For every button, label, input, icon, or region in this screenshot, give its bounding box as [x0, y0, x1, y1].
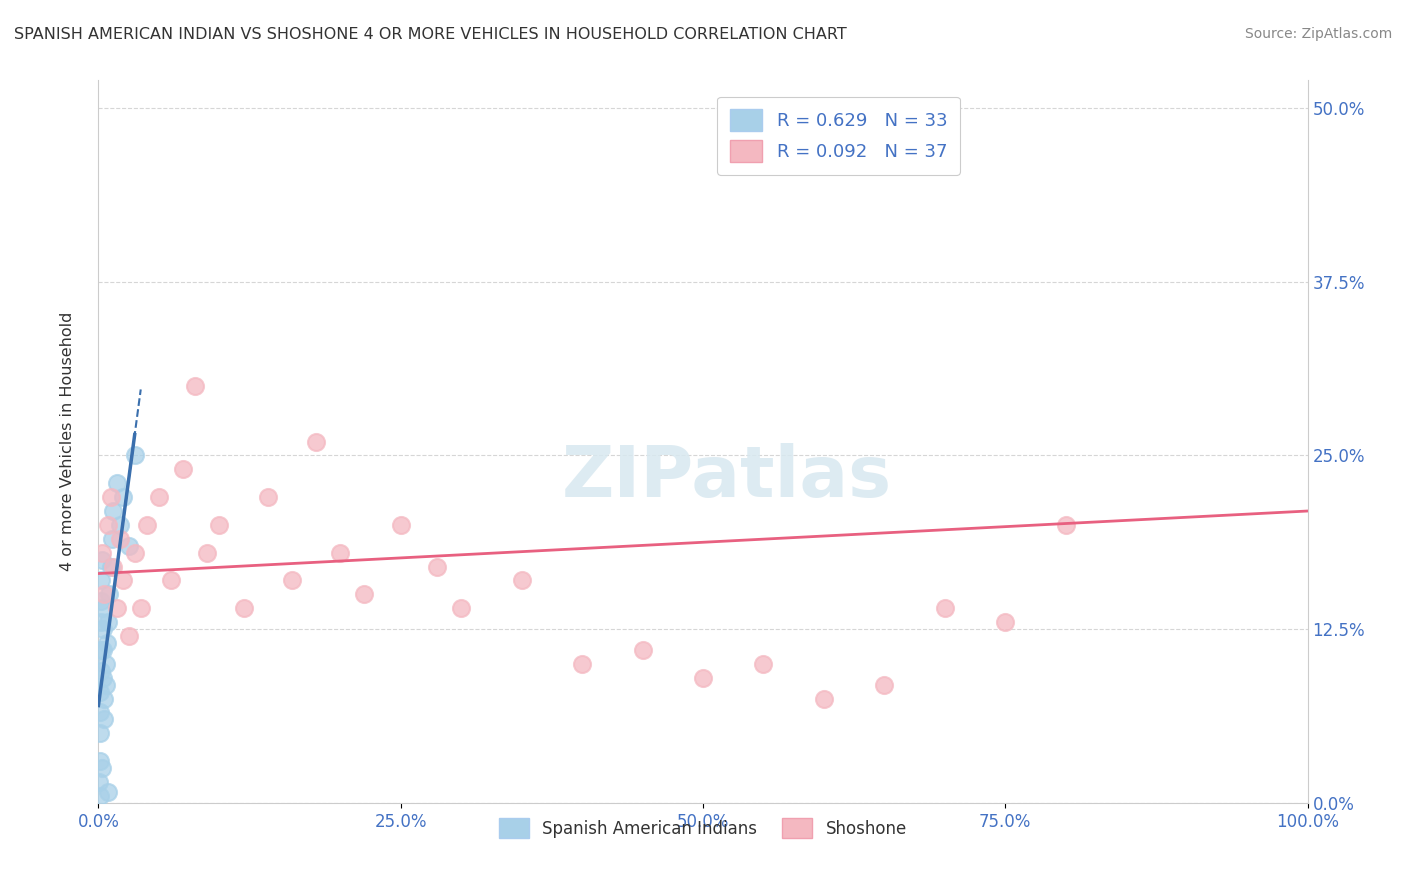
- Point: [752, 657, 775, 671]
- Point: [135, 517, 157, 532]
- Point: [100, 490, 122, 504]
- Point: [101, 559, 124, 574]
- Point: [91, 671, 114, 685]
- Point: [111, 490, 134, 504]
- Point: [994, 615, 1017, 630]
- Point: [93, 713, 115, 727]
- Point: [172, 462, 194, 476]
- Point: [118, 629, 141, 643]
- Point: [91, 761, 114, 775]
- Point: [97, 517, 120, 532]
- Point: [281, 574, 304, 588]
- Point: [305, 434, 328, 449]
- Point: [89, 726, 111, 740]
- Point: [329, 546, 352, 560]
- Point: [100, 559, 122, 574]
- Point: [108, 517, 131, 532]
- Point: [232, 601, 254, 615]
- Point: [813, 691, 835, 706]
- Text: SPANISH AMERICAN INDIAN VS SHOSHONE 4 OR MORE VEHICLES IN HOUSEHOLD CORRELATION : SPANISH AMERICAN INDIAN VS SHOSHONE 4 OR…: [14, 27, 846, 42]
- Point: [692, 671, 714, 685]
- Point: [101, 504, 124, 518]
- Point: [353, 587, 375, 601]
- Point: [91, 601, 114, 615]
- Point: [97, 785, 120, 799]
- Point: [934, 601, 956, 615]
- Point: [124, 449, 146, 463]
- Point: [1054, 517, 1077, 532]
- Point: [389, 517, 412, 532]
- Point: [208, 517, 231, 532]
- Text: ZIPatlas: ZIPatlas: [562, 443, 893, 512]
- Point: [631, 643, 654, 657]
- Point: [105, 601, 128, 615]
- Point: [89, 754, 111, 768]
- Y-axis label: 4 or more Vehicles in Household: 4 or more Vehicles in Household: [60, 312, 75, 571]
- Point: [148, 490, 170, 504]
- Point: [118, 539, 141, 553]
- Point: [256, 490, 278, 504]
- Legend: Spanish American Indians, Shoshone: Spanish American Indians, Shoshone: [492, 812, 914, 845]
- Point: [100, 532, 122, 546]
- Point: [91, 552, 114, 566]
- Point: [89, 706, 111, 720]
- Point: [87, 775, 110, 789]
- Point: [94, 657, 117, 671]
- Point: [91, 622, 114, 636]
- Point: [93, 691, 115, 706]
- Point: [426, 559, 449, 574]
- Point: [96, 636, 118, 650]
- Point: [124, 546, 146, 560]
- Point: [510, 574, 533, 588]
- Point: [90, 594, 112, 608]
- Point: [97, 615, 120, 630]
- Point: [90, 643, 112, 657]
- Text: Source: ZipAtlas.com: Source: ZipAtlas.com: [1244, 27, 1392, 41]
- Point: [91, 546, 114, 560]
- Point: [90, 615, 112, 630]
- Point: [160, 574, 183, 588]
- Point: [195, 546, 218, 560]
- Point: [571, 657, 593, 671]
- Point: [108, 532, 131, 546]
- Point: [89, 789, 111, 803]
- Point: [873, 678, 896, 692]
- Point: [184, 379, 207, 393]
- Point: [98, 587, 121, 601]
- Point: [90, 664, 112, 678]
- Point: [94, 678, 117, 692]
- Point: [111, 574, 134, 588]
- Point: [129, 601, 152, 615]
- Point: [93, 587, 115, 601]
- Point: [450, 601, 472, 615]
- Point: [91, 643, 114, 657]
- Point: [105, 476, 128, 491]
- Point: [90, 574, 112, 588]
- Point: [89, 684, 111, 698]
